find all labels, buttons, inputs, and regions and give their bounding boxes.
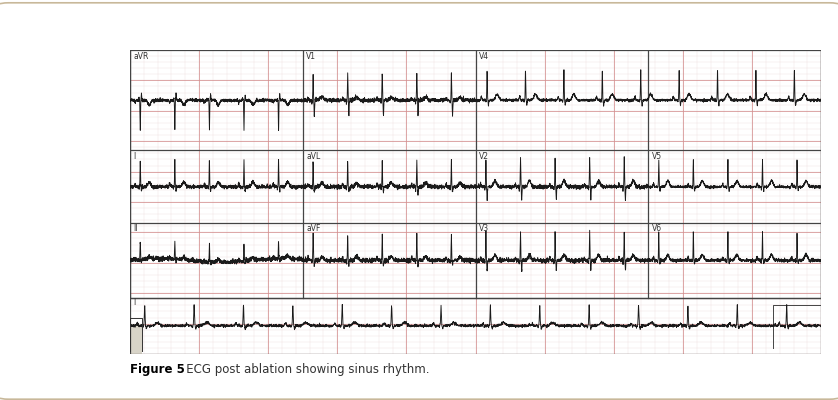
Text: V3: V3 xyxy=(479,224,489,233)
FancyBboxPatch shape xyxy=(130,324,142,354)
Text: V1: V1 xyxy=(306,52,316,60)
Text: I: I xyxy=(133,298,136,307)
Text: I: I xyxy=(133,152,136,161)
Text: V4: V4 xyxy=(479,52,489,60)
Text: aVL: aVL xyxy=(306,152,320,161)
Text: aVF: aVF xyxy=(306,224,321,233)
Text: aVR: aVR xyxy=(133,52,148,60)
Text: V5: V5 xyxy=(652,152,662,161)
Text: II: II xyxy=(133,224,137,233)
Text: Figure 5: Figure 5 xyxy=(130,364,184,376)
Text: ECG post ablation showing sinus rhythm.: ECG post ablation showing sinus rhythm. xyxy=(175,364,430,376)
Text: V2: V2 xyxy=(479,152,489,161)
FancyBboxPatch shape xyxy=(0,3,838,399)
Text: V6: V6 xyxy=(652,224,662,233)
